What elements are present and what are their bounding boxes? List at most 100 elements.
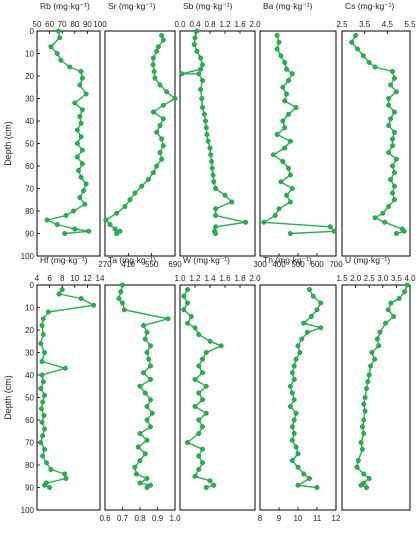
data-point	[318, 300, 324, 306]
data-point	[140, 323, 146, 329]
data-point	[297, 350, 303, 356]
data-point	[369, 350, 375, 356]
data-point	[282, 98, 288, 104]
data-point	[391, 183, 397, 189]
data-point	[142, 390, 148, 396]
data-point	[229, 199, 235, 205]
data-point	[192, 404, 198, 410]
x-tick-label: 700	[329, 260, 343, 269]
data-point	[393, 156, 399, 162]
chart-panel-1: Rb (mg·kg⁻¹)50 60 70 80 90 100010203040506070…	[3, 1, 107, 261]
data-point	[203, 350, 209, 356]
y-tick-label: 10	[25, 304, 34, 313]
data-point	[79, 147, 85, 153]
data-point	[160, 116, 166, 122]
data-point	[192, 473, 198, 479]
data-point	[147, 363, 153, 369]
data-point	[388, 300, 394, 306]
data-point	[404, 282, 410, 288]
x-tick-label: 100	[93, 20, 107, 29]
data-point	[150, 62, 156, 68]
data-point	[213, 206, 219, 212]
data-point	[103, 217, 109, 223]
series-line	[46, 30, 90, 235]
data-point	[289, 71, 295, 77]
x-tick-label: 1.2	[189, 274, 201, 283]
data-point	[391, 129, 397, 135]
data-point	[137, 480, 143, 486]
data-point	[142, 451, 148, 457]
x-tick-label: 3.0	[377, 274, 389, 283]
data-point	[359, 446, 365, 452]
data-point	[144, 350, 150, 356]
x-tick-label: 0.6	[99, 514, 111, 523]
data-point	[282, 60, 288, 66]
data-point	[327, 224, 333, 230]
data-point	[390, 190, 396, 196]
data-point	[77, 82, 83, 88]
data-point	[222, 192, 228, 198]
data-point	[204, 131, 210, 137]
series-line	[183, 289, 223, 489]
data-point	[58, 57, 64, 63]
data-point	[199, 95, 205, 101]
data-point	[157, 122, 163, 128]
data-point	[353, 33, 359, 39]
data-point	[139, 183, 145, 189]
x-tick-label: 400	[272, 260, 286, 269]
data-point	[79, 75, 85, 81]
data-point	[144, 404, 150, 410]
data-point	[213, 224, 219, 230]
data-point	[74, 127, 80, 133]
data-point	[289, 185, 295, 191]
x-tick-label: 690	[168, 260, 182, 269]
data-point	[40, 453, 46, 459]
data-point	[147, 482, 153, 488]
x-tick-label: 1.0	[174, 274, 186, 283]
data-point	[199, 356, 205, 362]
x-tick-label: 1.0	[169, 514, 181, 523]
data-point	[391, 170, 397, 176]
data-point	[291, 397, 297, 403]
data-point	[196, 332, 202, 338]
data-point	[360, 53, 366, 59]
data-point	[192, 325, 198, 331]
series-line	[118, 284, 169, 489]
data-point	[386, 102, 392, 108]
data-point	[196, 417, 202, 423]
data-point	[287, 404, 293, 410]
data-point	[39, 359, 45, 365]
panel-title: Sr (mg·kg⁻¹)	[108, 1, 156, 11]
chart-panel-4: Ba (mg·kg⁻¹) 300 400 500 600 700	[253, 1, 343, 269]
x-tick-label: 2.0	[350, 274, 362, 283]
series-line	[105, 35, 176, 235]
data-point	[74, 140, 80, 146]
data-point	[299, 336, 305, 342]
y-tick-label: 50	[25, 140, 34, 149]
data-point	[133, 471, 139, 477]
data-point	[308, 314, 314, 320]
chart-panel-3: Sb (mg·kg⁻¹) 0.0 0.4 0.8 1.2 1.6 2.0	[174, 1, 261, 257]
data-point	[203, 125, 209, 131]
data-point	[354, 464, 360, 470]
data-point	[391, 75, 397, 81]
data-point	[213, 185, 219, 191]
data-point	[119, 282, 125, 288]
chart-panel-10: U (mg·kg⁻¹) 1.5 2.0 2.5 3.0 3.5 4.0	[336, 255, 416, 511]
data-point	[355, 458, 361, 464]
data-point	[390, 143, 396, 149]
data-point	[314, 307, 320, 313]
series-line	[181, 30, 247, 234]
data-point	[287, 383, 293, 389]
data-point	[137, 383, 143, 389]
data-point	[293, 104, 299, 110]
data-point	[152, 75, 158, 81]
y-tick-label: 20	[25, 72, 34, 81]
data-point	[388, 82, 394, 88]
panel-title: Rb (mg·kg⁻¹)	[40, 1, 90, 11]
data-point	[48, 44, 54, 50]
series-line	[40, 289, 95, 489]
data-point	[74, 154, 80, 160]
data-point	[295, 482, 301, 488]
